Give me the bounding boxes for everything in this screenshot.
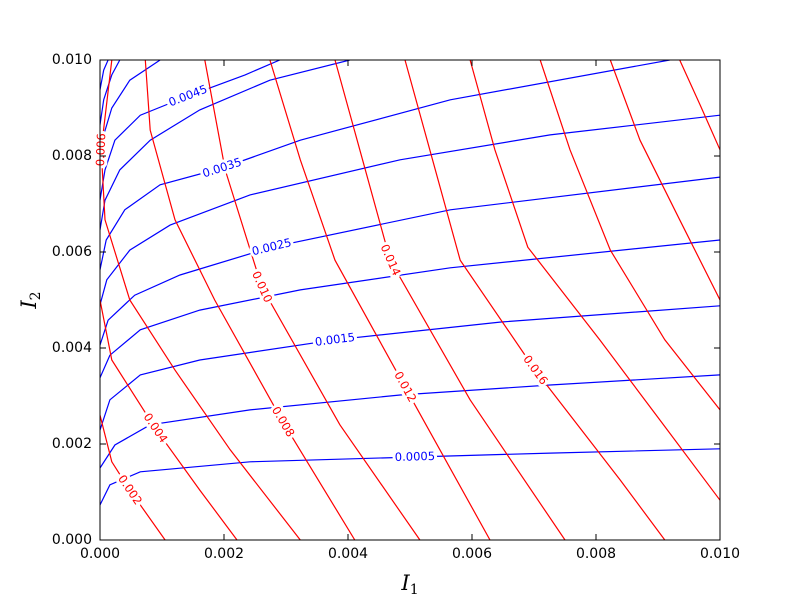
contour-line — [100, 305, 720, 431]
x-tick-label: 0.004 — [328, 546, 368, 562]
x-tick-label: 0.006 — [452, 546, 492, 562]
contour-line — [269, 60, 491, 540]
contour-line — [100, 415, 166, 540]
contour-line — [100, 374, 720, 469]
contour-line — [334, 60, 566, 540]
y-axis-label: I2 — [17, 291, 45, 309]
contour-line — [469, 60, 720, 501]
contour-line — [100, 239, 720, 379]
contours — [100, 60, 720, 540]
contour-line — [100, 60, 301, 540]
contour-line — [100, 60, 161, 166]
contour-line — [539, 60, 720, 411]
contour-line — [100, 114, 720, 305]
contour-line — [100, 60, 281, 201]
plot-frame — [99, 59, 721, 541]
x-tick-label: 0.000 — [80, 546, 120, 562]
y-tick-label: 0.006 — [52, 244, 92, 260]
x-tick-label: 0.002 — [204, 546, 244, 562]
y-tick-label: 0.004 — [52, 340, 92, 356]
contour-line — [100, 60, 351, 230]
contour-line — [100, 60, 121, 125]
contour-line — [100, 299, 238, 540]
contour-line — [204, 60, 421, 540]
contour-line — [100, 60, 109, 90]
x-tick-label: 0.008 — [576, 546, 616, 562]
y-tick-label: 0.008 — [52, 148, 92, 164]
contour-line — [100, 176, 720, 346]
y-tick-label: 0.010 — [52, 52, 92, 68]
y-tick-label: 0.002 — [52, 436, 92, 452]
contour-line — [679, 60, 720, 151]
contour-line — [144, 60, 356, 540]
contour-label: 0.006 — [93, 133, 108, 166]
x-axis-label-subscript: 1 — [410, 582, 419, 598]
y-axis-label-text: I — [17, 300, 41, 310]
x-axis-label-text: I — [400, 571, 410, 595]
contour-line — [404, 60, 666, 540]
contour-line — [609, 60, 720, 301]
x-axis-label: I1 — [400, 571, 418, 599]
x-tick-label: 0.010 — [700, 546, 740, 562]
y-axis-label-subscript: 2 — [28, 291, 44, 300]
contour-label: 0.0005 — [395, 449, 436, 464]
y-tick-label: 0.000 — [52, 532, 92, 548]
contour-line — [100, 448, 720, 506]
